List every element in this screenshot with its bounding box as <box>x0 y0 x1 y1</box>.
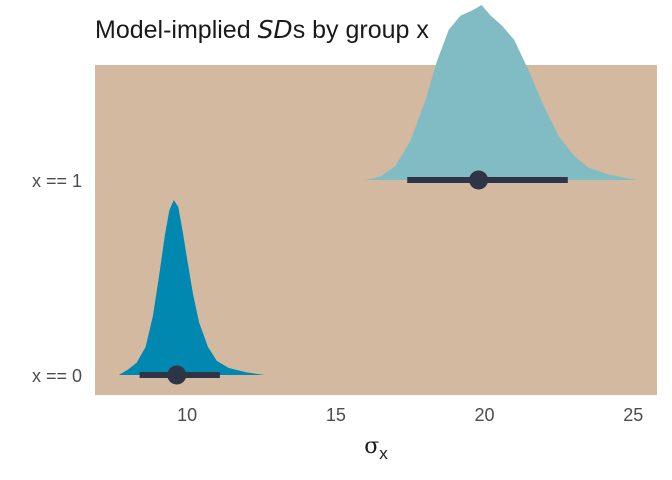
y-tick-label: x == 1 <box>32 171 82 191</box>
x-tick-label: 25 <box>623 405 643 425</box>
title-prefix: Model-implied <box>95 16 258 44</box>
x-tick-label: 15 <box>326 405 346 425</box>
point-estimate-0 <box>167 365 187 385</box>
y-tick-label: x == 0 <box>32 366 82 386</box>
x-tick-label: 10 <box>177 405 197 425</box>
chart-title: Model-implied SDs by group x <box>95 15 429 44</box>
x-axis-label-subscript: x <box>379 444 388 463</box>
x-axis-label: σx <box>364 434 388 463</box>
title-suffix: s by group x <box>293 16 430 44</box>
chart-marks <box>118 5 637 385</box>
x-tick-label: 20 <box>475 405 495 425</box>
y-axis: x == 0 x == 1 <box>32 171 82 386</box>
x-axis: 10 15 20 25 <box>177 405 643 425</box>
title-italic: SD <box>258 15 293 44</box>
x-axis-label-symbol: σ <box>364 434 379 459</box>
point-estimate-1 <box>469 170 489 190</box>
density-1 <box>365 5 637 180</box>
density-0 <box>118 200 265 375</box>
